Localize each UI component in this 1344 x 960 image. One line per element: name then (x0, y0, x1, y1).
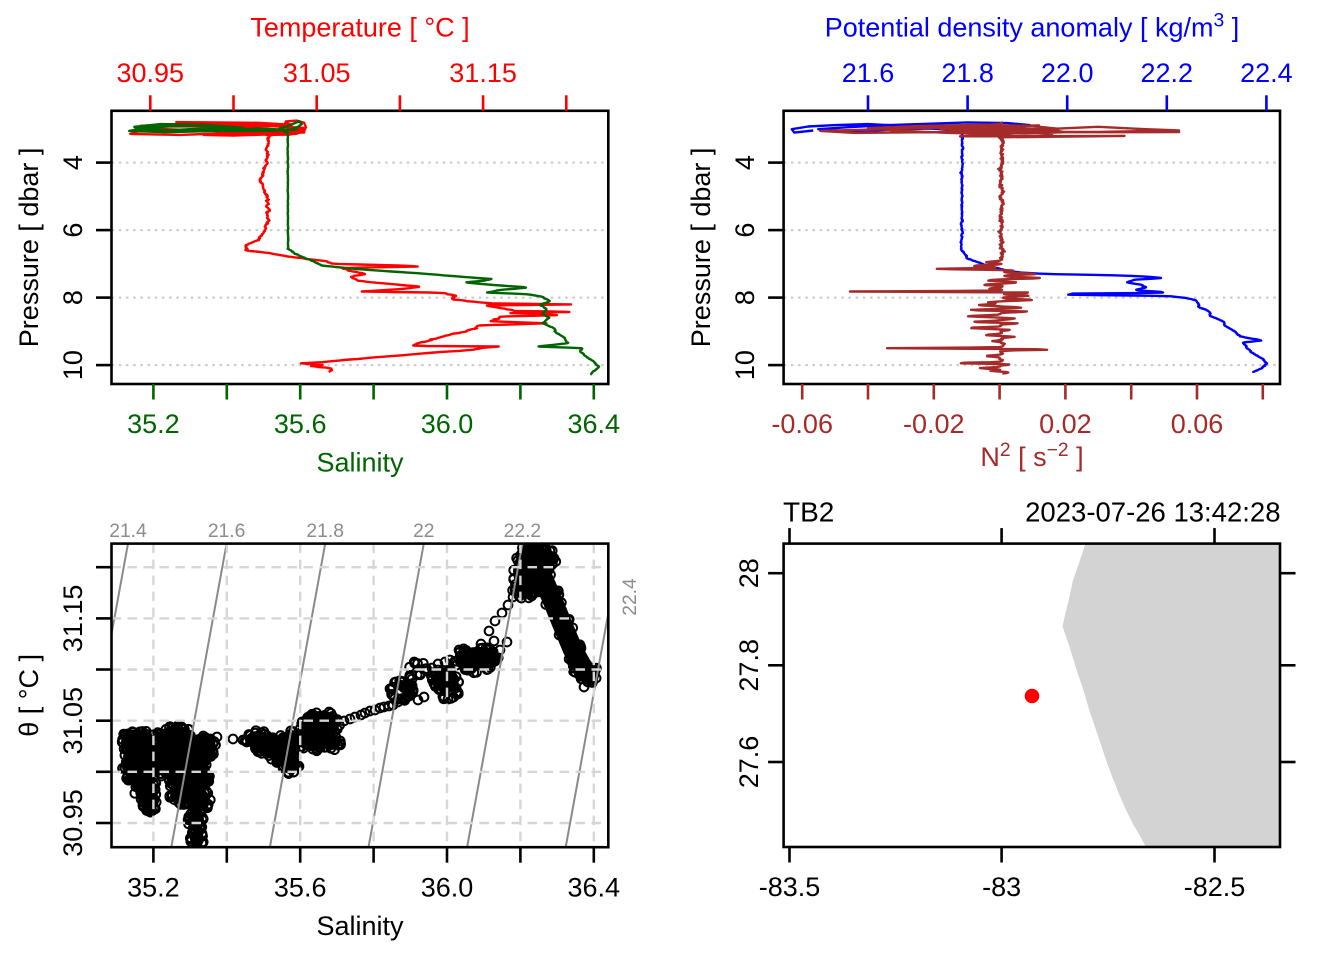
svg-text:36.4: 36.4 (568, 873, 621, 903)
svg-text:22.4: 22.4 (620, 578, 641, 616)
svg-text:0.02: 0.02 (1039, 409, 1092, 439)
svg-text:22.2: 22.2 (504, 521, 542, 542)
svg-text:36.4: 36.4 (568, 409, 621, 439)
svg-text:27.6: 27.6 (734, 736, 764, 789)
svg-text:35.6: 35.6 (274, 409, 327, 439)
svg-text:35.2: 35.2 (127, 409, 180, 439)
svg-text:28: 28 (734, 558, 764, 588)
svg-text:6: 6 (730, 223, 760, 238)
svg-text:21.6: 21.6 (842, 58, 895, 88)
svg-text:-83: -83 (982, 872, 1021, 902)
svg-text:10: 10 (58, 350, 88, 380)
svg-text:30.95: 30.95 (117, 58, 185, 88)
svg-text:22: 22 (413, 521, 434, 542)
svg-text:2023-07-26 13:42:28: 2023-07-26 13:42:28 (1025, 497, 1280, 528)
svg-text:36.0: 36.0 (421, 873, 474, 903)
svg-text:4: 4 (58, 155, 88, 170)
svg-text:35.6: 35.6 (274, 873, 327, 903)
svg-text:27.8: 27.8 (734, 639, 764, 692)
svg-text:4: 4 (730, 155, 760, 170)
svg-text:Salinity: Salinity (316, 448, 404, 478)
svg-text:21.6: 21.6 (208, 521, 246, 542)
svg-text:8: 8 (58, 290, 88, 305)
svg-text:Potential density anomaly [ kg: Potential density anomaly [ kg/m3 ] (825, 11, 1239, 43)
svg-text:36.0: 36.0 (421, 409, 474, 439)
svg-text:21.8: 21.8 (306, 521, 344, 542)
svg-text:6: 6 (58, 223, 88, 238)
svg-text:Pressure [ dbar ]: Pressure [ dbar ] (14, 148, 44, 348)
svg-text:-0.06: -0.06 (771, 409, 833, 439)
svg-text:30.95: 30.95 (58, 789, 88, 857)
svg-text:Pressure [ dbar ]: Pressure [ dbar ] (686, 148, 716, 348)
svg-text:22.2: 22.2 (1141, 58, 1194, 88)
svg-text:TB2: TB2 (783, 497, 834, 528)
svg-text:0.06: 0.06 (1171, 409, 1224, 439)
svg-text:21.8: 21.8 (941, 58, 994, 88)
svg-text:31.05: 31.05 (58, 687, 88, 755)
svg-text:8: 8 (730, 290, 760, 305)
svg-text:Salinity: Salinity (316, 911, 404, 941)
svg-text:21.4: 21.4 (109, 521, 147, 542)
svg-text:31.15: 31.15 (58, 585, 88, 653)
svg-text:31.05: 31.05 (283, 58, 351, 88)
svg-text:35.2: 35.2 (127, 873, 180, 903)
svg-text:22.0: 22.0 (1041, 58, 1094, 88)
svg-text:θ [ °C ]: θ [ °C ] (14, 654, 44, 737)
svg-text:31.15: 31.15 (449, 58, 517, 88)
svg-text:-83.5: -83.5 (759, 872, 821, 902)
svg-text:-0.02: -0.02 (903, 409, 965, 439)
svg-text:22.4: 22.4 (1240, 58, 1293, 88)
svg-text:10: 10 (730, 350, 760, 380)
svg-text:Temperature [ °C ]: Temperature [ °C ] (250, 13, 469, 43)
svg-text:N2 [ s−2 ]: N2 [ s−2 ] (980, 440, 1083, 472)
svg-text:-82.5: -82.5 (1184, 872, 1246, 902)
